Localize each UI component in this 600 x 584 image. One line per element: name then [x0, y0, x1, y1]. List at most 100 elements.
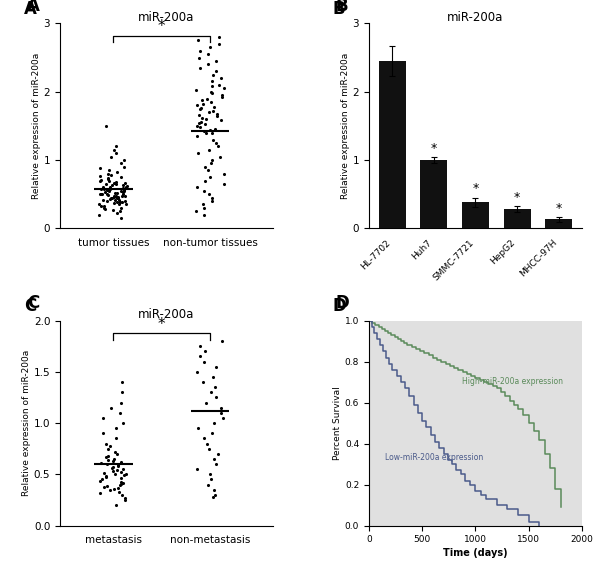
Text: *: * — [472, 182, 479, 195]
Point — [209, 418, 219, 427]
Text: A: A — [24, 0, 37, 18]
Point — [109, 191, 119, 200]
Point — [116, 159, 126, 168]
Point — [201, 128, 211, 137]
Text: C: C — [24, 297, 36, 315]
Point — [112, 188, 122, 197]
Point — [197, 95, 207, 105]
Point — [208, 82, 217, 91]
Point — [217, 116, 226, 125]
Point — [202, 94, 211, 103]
Point — [198, 200, 208, 209]
Point — [110, 195, 119, 204]
Point — [103, 175, 112, 184]
Point — [199, 127, 209, 136]
Title: miR-200a: miR-200a — [447, 11, 503, 23]
Point — [99, 468, 109, 478]
Point — [116, 186, 125, 196]
Point — [207, 429, 217, 438]
Point — [206, 87, 216, 96]
Point — [106, 184, 115, 193]
Point — [109, 199, 118, 208]
Point — [109, 192, 118, 201]
Point — [108, 456, 118, 465]
Point — [212, 112, 222, 121]
Point — [193, 36, 203, 45]
Bar — [420, 160, 448, 228]
Point — [109, 463, 118, 472]
Text: *: * — [431, 141, 437, 155]
Point — [192, 367, 202, 377]
Point — [105, 183, 115, 192]
Point — [116, 457, 126, 467]
Point — [116, 213, 126, 223]
Point — [204, 444, 214, 453]
Point — [119, 478, 128, 487]
Point — [218, 91, 227, 100]
Point — [112, 449, 122, 458]
Point — [111, 177, 121, 186]
Point — [95, 210, 104, 220]
Text: C: C — [27, 294, 39, 312]
Point — [97, 190, 106, 199]
Point — [211, 362, 221, 371]
Y-axis label: Relative expression of miR-200a: Relative expression of miR-200a — [32, 53, 41, 199]
Point — [208, 492, 218, 502]
Point — [217, 403, 226, 412]
Point — [102, 460, 112, 469]
Point — [107, 464, 117, 473]
Point — [104, 456, 113, 465]
Point — [206, 43, 215, 52]
Point — [211, 460, 221, 469]
Point — [101, 472, 111, 481]
Point — [107, 194, 116, 203]
Point — [121, 182, 131, 192]
Text: A: A — [27, 0, 40, 15]
Point — [209, 485, 219, 495]
Point — [120, 495, 130, 505]
Point — [193, 148, 202, 158]
Point — [208, 155, 217, 165]
Point — [205, 470, 215, 479]
Point — [219, 169, 229, 178]
Point — [103, 185, 113, 194]
Point — [116, 477, 126, 486]
Point — [208, 70, 217, 79]
Text: High-miR-200a expression: High-miR-200a expression — [461, 377, 563, 386]
Point — [194, 119, 203, 128]
Point — [121, 191, 130, 200]
Text: *: * — [514, 191, 520, 204]
Point — [215, 39, 224, 48]
Point — [214, 80, 223, 89]
Bar — [503, 209, 530, 228]
Point — [104, 174, 113, 183]
Point — [118, 490, 127, 499]
Point — [113, 192, 122, 201]
Point — [207, 193, 217, 202]
Point — [191, 86, 201, 95]
Point — [212, 109, 222, 118]
Point — [193, 423, 203, 433]
Point — [97, 190, 107, 199]
Point — [219, 84, 229, 93]
Point — [96, 458, 106, 468]
Point — [203, 480, 213, 489]
Point — [118, 189, 128, 198]
Point — [106, 171, 116, 180]
Point — [109, 484, 119, 493]
Point — [99, 185, 109, 194]
Point — [103, 190, 112, 199]
Point — [200, 203, 209, 213]
Point — [95, 476, 104, 485]
Point — [206, 388, 216, 397]
Point — [112, 208, 122, 218]
Point — [192, 464, 202, 474]
Point — [119, 155, 129, 165]
Point — [117, 388, 127, 397]
Point — [203, 50, 213, 59]
Point — [95, 164, 105, 173]
Point — [200, 120, 210, 129]
Point — [195, 105, 205, 114]
Point — [208, 106, 218, 116]
Point — [118, 180, 128, 189]
